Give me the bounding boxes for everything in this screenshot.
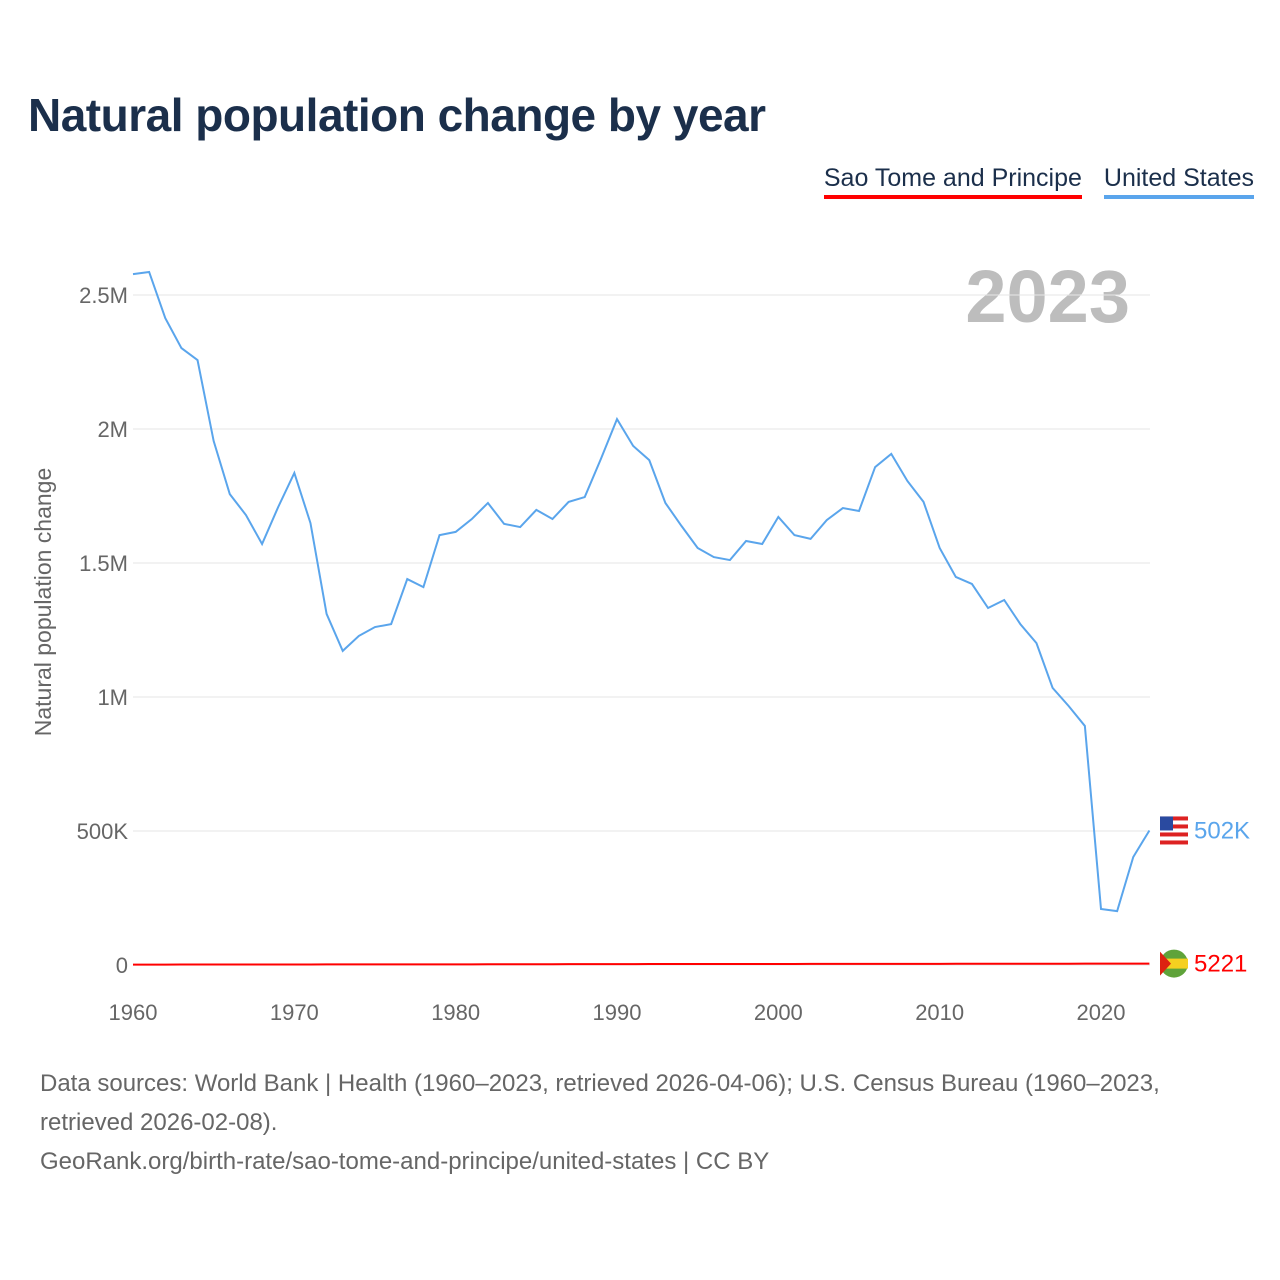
y-tick-label: 2.5M [79,283,128,308]
x-tick-label: 1970 [270,1000,319,1025]
end-value-label: 5221 [1194,951,1247,978]
x-tick-label: 1980 [431,1000,480,1025]
y-axis-label: Natural population change [30,468,56,737]
year-watermark: 2023 [965,255,1130,338]
y-tick-label: 0 [116,953,128,978]
x-tick-label: 2010 [915,1000,964,1025]
y-tick-label: 500K [77,819,129,844]
series-line-united-states [132,270,1151,913]
y-tick-label: 1.5M [79,551,128,576]
chart-title: Natural population change by year [28,89,766,141]
legend-item-sao-tome[interactable]: Sao Tome and Principe [823,164,1082,199]
sao-tome-flag-icon [1160,949,1188,978]
x-tick-label: 1990 [593,1000,642,1025]
y-tick-label: 2M [97,417,128,442]
y-tick-label: 1M [97,685,128,710]
legend-item-united-states[interactable]: United States [1103,164,1254,199]
x-tick-label: 1960 [109,1000,158,1025]
x-tick-label: 2000 [754,1000,803,1025]
legend: Sao Tome and Principe United States [823,164,1254,199]
line-chart: 2023 Natural population change 0 500K 1M 1.… [30,255,1250,1025]
source-url[interactable]: GeoRank.org/birth-rate/sao-tome-and-prin… [40,1148,770,1175]
source-note: Data sources: World Bank | Health (1960–… [40,1064,1250,1181]
end-value-label: 502K [1194,817,1250,844]
us-flag-icon [1160,816,1188,845]
source-line: Data sources: World Bank | Health (1960–… [40,1070,1160,1136]
x-tick-label: 2020 [1077,1000,1126,1025]
series-line-sao-tome-and-principe [132,962,1150,966]
